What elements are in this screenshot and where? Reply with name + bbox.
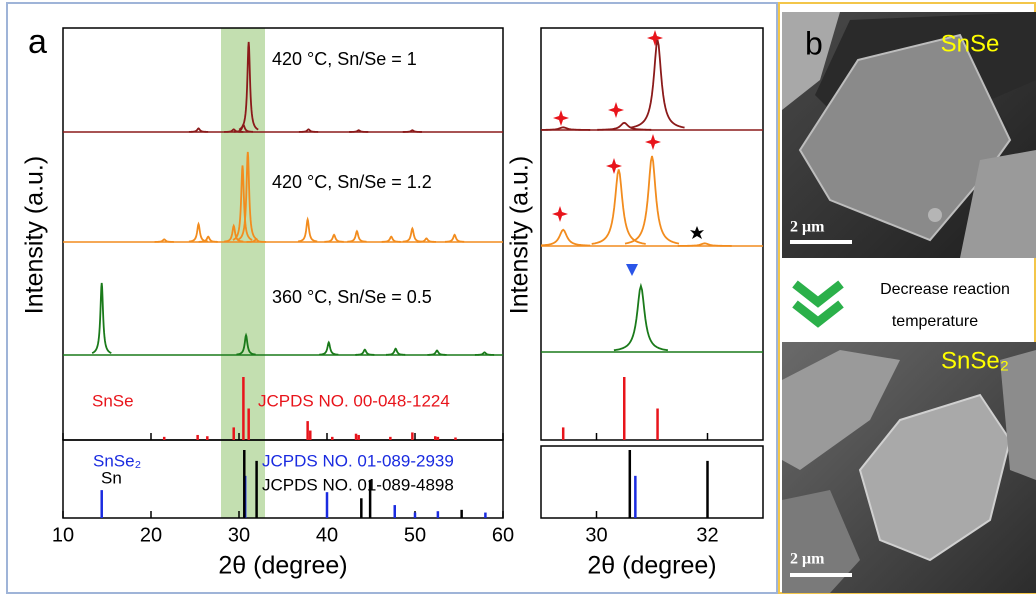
x-axis-label: 2θ (degree) [587, 552, 716, 580]
reference-name: Sn [101, 468, 122, 487]
diffraction-peak [224, 128, 244, 133]
diffraction-peak [427, 349, 447, 356]
diffraction-peak [237, 151, 258, 241]
diffraction-peak [347, 229, 367, 243]
chevrons [792, 280, 844, 328]
main-axes-upper [62, 27, 504, 441]
pattern-label: 420 °C, Sn/Se = 1 [272, 49, 417, 69]
panel-label: b [805, 25, 823, 61]
zoom-axes-upper [540, 27, 764, 441]
reference-name: SnSe [92, 391, 134, 410]
peak-markers [552, 30, 663, 222]
diffraction-peak [444, 233, 465, 243]
x-tick-label: 40 [316, 524, 338, 546]
diffraction-peak [386, 347, 406, 356]
diffraction-peak [349, 129, 369, 133]
triangle-marker [626, 264, 638, 276]
scale-bar-label: 2 μm [790, 219, 825, 236]
diffraction-peak [154, 238, 174, 243]
x-tick-label: 50 [404, 524, 426, 546]
x-axis-label: 2θ (degree) [218, 552, 347, 580]
zoom-plot [541, 39, 763, 518]
y-axis-label: Intensity (a.u.) [506, 156, 534, 314]
diffraction-peak [238, 41, 259, 131]
diffraction-peak [319, 340, 339, 356]
x-tick-label: 32 [696, 524, 718, 546]
scale-bar-label: 2 μm [790, 551, 825, 568]
diffraction-peak [677, 242, 732, 247]
pattern-label: 360 °C, Sn/Se = 0.5 [272, 287, 432, 307]
diffraction-peak [402, 226, 423, 243]
diffraction-peak [355, 348, 375, 356]
diffraction-peak [591, 169, 646, 245]
diffraction-peak [236, 332, 256, 356]
x-tick-label: 60 [492, 524, 514, 546]
panel-a-frame [6, 2, 778, 594]
diffraction-peak [198, 235, 218, 243]
sem-image-bottom [782, 342, 1036, 593]
arrow-text: Decrease reaction [880, 281, 1010, 298]
diffraction-peak [298, 128, 319, 133]
x-tick-label: 30 [228, 524, 250, 546]
diffraction-peak [188, 127, 209, 133]
diffraction-peak [324, 233, 344, 243]
diffraction-peak [613, 282, 669, 352]
x-tick-label: 10 [52, 524, 74, 546]
x-tick-label: 20 [140, 524, 162, 546]
diffraction-peak [416, 237, 437, 243]
diffraction-peak [224, 223, 244, 243]
sem-image-top [782, 12, 1036, 258]
arrow-text: temperature [892, 313, 978, 330]
diffraction-peak [402, 129, 422, 133]
diffraction-peak [381, 235, 401, 243]
diffraction-peak [297, 216, 318, 243]
diffraction-peak [91, 282, 112, 354]
diffraction-peak [246, 238, 266, 243]
diffraction-peak [630, 39, 685, 129]
diffraction-peak [624, 155, 680, 245]
reference-card: JCPDS NO. 00-048-1224 [258, 391, 450, 410]
diffraction-peak [188, 221, 209, 243]
reference-card: JCPDS NO. 01-089-2939 [262, 451, 454, 470]
pattern-label: 420 °C, Sn/Se = 1.2 [272, 172, 432, 192]
image-label: SnSe [941, 30, 1000, 57]
main-axes-lower [62, 439, 504, 519]
diffraction-peak [541, 126, 591, 131]
panel-label: a [28, 23, 47, 61]
image-label: SnSe₂ [941, 347, 1009, 374]
asterisk-marker [690, 226, 704, 239]
x-tick-label: 30 [585, 524, 607, 546]
diffraction-peak [541, 228, 591, 247]
diffraction-peak [474, 351, 495, 356]
reference-name: SnSe₂ [93, 451, 141, 470]
diffraction-peak [597, 121, 652, 131]
reference-card: JCPDS NO. 01-089-4898 [262, 475, 454, 494]
diffraction-peak [232, 165, 253, 241]
zoom-axes-lower [540, 445, 764, 519]
y-axis-label: Intensity (a.u.) [21, 156, 49, 314]
highlight-band [221, 28, 265, 518]
